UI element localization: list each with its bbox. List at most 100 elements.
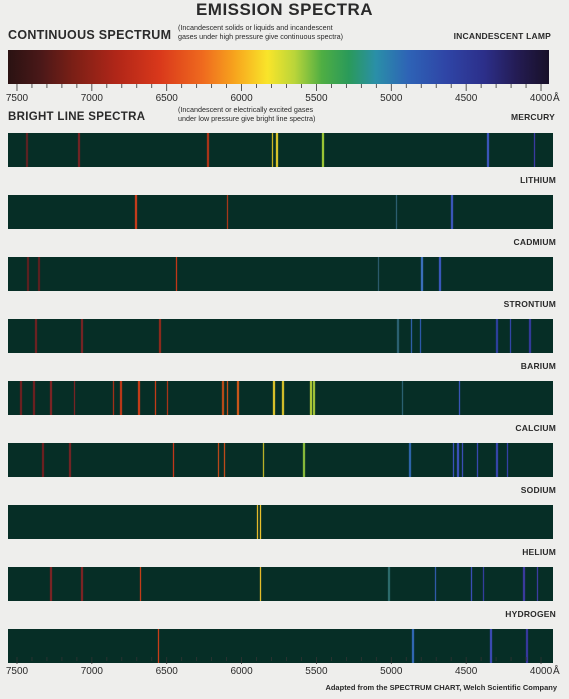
- emission-line-barium: [138, 381, 140, 415]
- emission-line-strontium: [159, 319, 161, 353]
- spectrum-band-cadmium: [8, 257, 553, 291]
- axis-bottom-tick-label: 4000: [530, 666, 553, 677]
- emission-line-helium: [523, 567, 525, 601]
- emission-line-mercury: [487, 133, 489, 167]
- emission-line-sodium: [256, 505, 259, 539]
- emission-line-calcium: [42, 443, 45, 477]
- emission-line-mercury: [322, 133, 325, 167]
- emission-line-calcium: [457, 443, 459, 477]
- emission-line-lithium: [135, 195, 137, 229]
- axis-bottom-tick-label: 6000: [230, 666, 253, 677]
- emission-line-barium: [73, 381, 76, 415]
- bright-line-spectra-heading: BRIGHT LINE SPECTRA: [8, 111, 146, 123]
- axis-top-tick-label: 7000: [81, 93, 104, 104]
- axis-bottom-tick-label: 4500: [455, 666, 478, 677]
- axis-top-svg: 7500 7000 6500 6000 5500 5000 4500 4000 Å: [6, 84, 560, 104]
- emission-line-barium: [273, 381, 275, 415]
- emission-line-helium: [536, 567, 539, 601]
- emission-line-strontium: [397, 319, 399, 353]
- emission-line-cadmium: [175, 257, 178, 291]
- incandescent-lamp-label: INCANDESCENT LAMP: [453, 31, 551, 41]
- emission-line-strontium: [529, 319, 531, 353]
- element-label-lithium: LITHIUM: [520, 175, 556, 185]
- element-label-barium: BARIUM: [520, 361, 556, 371]
- continuous-spectrum-band: [8, 50, 549, 84]
- emission-line-calcium: [172, 443, 175, 477]
- emission-line-helium: [388, 567, 390, 601]
- emission-line-cadmium: [377, 257, 380, 291]
- emission-line-cadmium: [421, 257, 423, 291]
- emission-line-calcium: [476, 443, 479, 477]
- wavelength-axis-bottom: 7500 7000 6500 6000 5500 5000 4500 4000 Å: [0, 657, 569, 679]
- spectrum-band-hydrogen: [8, 629, 553, 663]
- element-label-cadmium: CADMIUM: [513, 237, 556, 247]
- emission-line-strontium: [509, 319, 512, 353]
- emission-line-calcium: [496, 443, 498, 477]
- bright-note-line-2: under low pressure give bright line spec…: [178, 113, 316, 123]
- emission-line-mercury: [25, 133, 28, 167]
- emission-line-strontium: [81, 319, 83, 353]
- emission-line-helium: [434, 567, 437, 601]
- emission-line-barium: [222, 381, 224, 415]
- element-label-strontium: STRONTIUM: [503, 299, 556, 309]
- emission-line-barium: [401, 381, 404, 415]
- axis-top-tick-label: 7500: [6, 93, 29, 104]
- axis-top-unit-label: Å: [553, 91, 560, 104]
- emission-line-lithium: [395, 195, 398, 229]
- emission-line-hydrogen: [526, 629, 528, 663]
- emission-line-barium: [154, 381, 157, 415]
- emission-line-calcium: [262, 443, 265, 477]
- emission-line-cadmium: [439, 257, 441, 291]
- emission-line-lithium: [226, 195, 229, 229]
- element-label-helium: HELIUM: [522, 547, 556, 557]
- emission-line-barium: [310, 381, 313, 415]
- emission-line-barium: [33, 381, 36, 415]
- emission-line-barium: [226, 381, 229, 415]
- emission-line-barium: [166, 381, 169, 415]
- emission-line-mercury: [276, 133, 278, 167]
- emission-line-barium: [458, 381, 461, 415]
- axis-bottom-tick-label: 6500: [156, 666, 179, 677]
- emission-line-sodium: [259, 505, 262, 539]
- page-title: EMISSION SPECTRA: [195, 0, 374, 19]
- emission-line-strontium: [410, 319, 413, 353]
- emission-line-helium: [49, 567, 52, 601]
- emission-line-lithium: [451, 195, 453, 229]
- axis-bottom-tick-label: 7000: [81, 666, 104, 677]
- continuous-note-line-1: (Incandescent solids or liquids and inca…: [178, 23, 333, 32]
- spectrum-band-mercury: [8, 133, 553, 167]
- emission-line-barium: [112, 381, 115, 415]
- axis-bottom-svg: 7500 7000 6500 6000 5500 5000 4500 4000 Å: [6, 657, 560, 677]
- emission-line-mercury: [271, 133, 274, 167]
- emission-line-helium: [139, 567, 142, 601]
- continuous-spectrum-heading: CONTINUOUS SPECTRUM: [8, 28, 172, 42]
- spectrum-band-sodium: [8, 505, 553, 539]
- emission-line-strontium: [34, 319, 37, 353]
- emission-line-calcium: [409, 443, 411, 477]
- emission-line-cadmium: [37, 257, 40, 291]
- axis-top-tick-label: 4500: [455, 93, 478, 104]
- element-label-hydrogen: HYDROGEN: [505, 609, 556, 619]
- axis-top-tick-label: 6500: [156, 93, 179, 104]
- emission-line-mercury: [78, 133, 80, 167]
- axis-bottom-tick-label: 5000: [380, 666, 403, 677]
- emission-line-strontium: [496, 319, 498, 353]
- emission-line-barium: [120, 381, 122, 415]
- emission-line-calcium: [223, 443, 226, 477]
- emission-line-strontium: [419, 319, 422, 353]
- continuous-spectrum-note: (Incandescent solids or liquids and inca…: [178, 23, 343, 41]
- emission-line-barium: [49, 381, 52, 415]
- wavelength-axis-top: 7500 7000 6500 6000 5500 5000 4500 4000 Å: [0, 84, 569, 106]
- spectrum-band-helium: [8, 567, 553, 601]
- spectrum-band-barium: [8, 381, 553, 415]
- emission-line-calcium: [217, 443, 220, 477]
- element-label-mercury: MERCURY: [510, 112, 555, 122]
- emission-line-mercury: [533, 133, 536, 167]
- spectrum-band-lithium: [8, 195, 553, 229]
- credit-note: Adapted from the SPECTRUM CHART, Welch S…: [325, 683, 557, 692]
- emission-line-barium: [19, 381, 22, 415]
- axis-top-tick-label: 5000: [380, 93, 403, 104]
- axis-bottom-tick-label: 5500: [305, 666, 328, 677]
- emission-line-helium: [482, 567, 485, 601]
- bright-line-spectra-note: (Incandescent or electrically excited ga…: [178, 105, 316, 123]
